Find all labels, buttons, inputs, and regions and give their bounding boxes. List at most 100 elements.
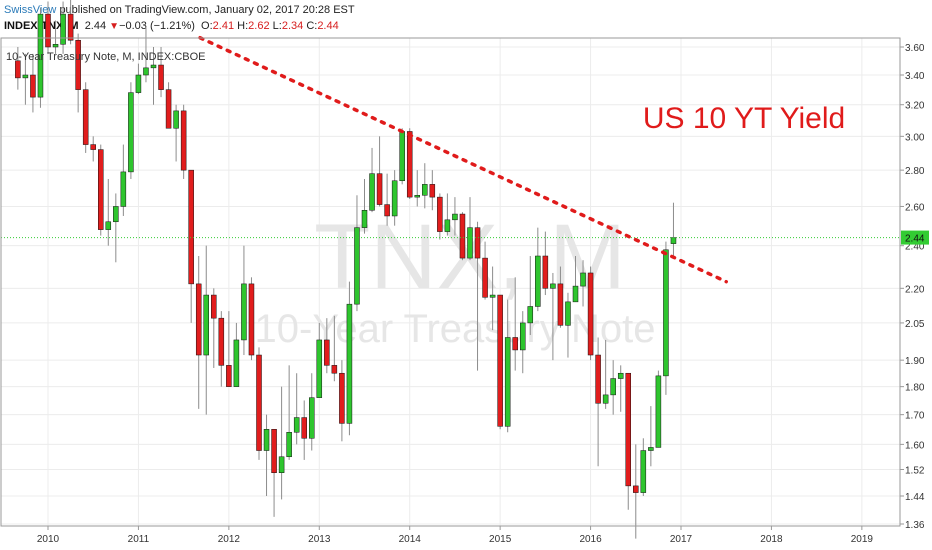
candle: [339, 360, 345, 442]
candle-body-up: [354, 227, 360, 305]
candle-body-down: [324, 339, 330, 366]
ohlc-legend: INDEX:TNX, M 2.44 ▼−0.03 (−1.21%) O:2.41…: [4, 19, 339, 33]
y-tick-label: 1.90: [905, 356, 925, 367]
watermark-name: 10-Year Treasury Note: [255, 307, 656, 351]
candle-body-up: [452, 213, 458, 221]
y-tick-label: 1.80: [905, 383, 925, 394]
candle-body-down: [459, 213, 466, 259]
candle: [376, 136, 383, 207]
candle: [474, 221, 481, 371]
candle-body-up: [346, 303, 353, 424]
candle-body-down: [82, 89, 89, 145]
candle: [293, 373, 300, 445]
price-axis: 3.60 3.40 3.20 3.00 2.80 2.60 2.40 2.20 2.05 1.90…: [900, 43, 929, 531]
open-value: 2.41: [212, 20, 235, 32]
candle-body-down: [376, 173, 383, 205]
publisher-line: SwissView published on TradingView.com, …: [4, 3, 355, 17]
candle: [429, 170, 436, 211]
grid-lines: [1, 38, 900, 526]
candle: [640, 438, 647, 496]
candle-body-down: [542, 255, 549, 289]
candle-body-up: [602, 394, 609, 404]
candle-body-down: [587, 272, 594, 356]
y-tick-label: 1.36: [905, 520, 925, 531]
candle: [150, 47, 157, 105]
candle-body-up: [391, 180, 398, 217]
candle: [610, 360, 616, 415]
candle: [512, 277, 518, 371]
candle-body-down: [384, 204, 390, 217]
candle-body-up: [520, 322, 526, 351]
candle: [195, 255, 202, 409]
candle-body-up: [399, 131, 405, 182]
candle-body-down: [595, 354, 601, 404]
candle-body-down: [75, 39, 81, 90]
candle: [203, 245, 209, 415]
chart-annotation: US 10 YT Yield: [643, 102, 845, 135]
candle: [37, 7, 44, 108]
author-link[interactable]: SwissView: [4, 4, 57, 16]
candle-body-down: [406, 131, 413, 198]
candle: [504, 299, 511, 433]
x-tick-label: 2014: [399, 534, 422, 545]
x-tick-label: 2017: [670, 534, 693, 545]
candle-body-down: [211, 294, 217, 319]
x-tick-label: 2011: [128, 534, 150, 545]
high-label: H:: [237, 20, 249, 32]
candle-body-up: [580, 272, 586, 287]
candle: [535, 227, 541, 312]
price-change: −0.03 (−1.21%): [119, 20, 195, 32]
candle-body-down: [512, 337, 518, 351]
candle-body-down: [429, 184, 436, 198]
candle: [572, 255, 579, 303]
candle: [248, 277, 255, 361]
candle-body-up: [173, 110, 179, 129]
candle: [45, 1, 51, 54]
candle-body-up: [504, 337, 511, 427]
candle-body-up: [113, 206, 119, 223]
candle: [241, 245, 247, 356]
candle-body-up: [143, 67, 149, 76]
candle-body-up: [60, 13, 66, 45]
candle-body-down: [45, 13, 51, 48]
candle-body-up: [203, 294, 209, 356]
candle: [263, 414, 270, 496]
last-price-badge-bg: [901, 230, 929, 245]
down-arrow-icon: ▼: [109, 21, 120, 32]
candle-body-up: [278, 456, 285, 473]
candle: [165, 82, 172, 129]
candle: [188, 169, 194, 323]
candle: [316, 322, 323, 398]
candle: [520, 311, 526, 374]
candle-body-down: [165, 89, 172, 129]
low-value: 2.34: [281, 20, 304, 32]
candle-body-up: [263, 429, 270, 451]
candle: [75, 33, 81, 113]
candle: [286, 365, 292, 460]
candle: [369, 147, 375, 213]
candle-body-up: [309, 397, 315, 439]
candle-body-down: [67, 13, 74, 41]
candle-body-down: [474, 227, 481, 259]
candle-body-up: [610, 378, 616, 396]
y-tick-label: 1.70: [905, 411, 925, 422]
candle-body-down: [180, 110, 187, 171]
candle: [384, 173, 390, 226]
x-tick-label: 2010: [37, 534, 60, 545]
close-value: 2.44: [317, 20, 339, 32]
candle-body-up: [572, 285, 579, 303]
candle: [625, 372, 631, 510]
candle: [120, 144, 127, 216]
candle: [30, 53, 36, 113]
candle-body-up: [135, 74, 142, 93]
candle: [617, 365, 624, 412]
candle: [406, 128, 413, 199]
candle-body-up: [369, 173, 375, 211]
candle-body-up: [617, 372, 624, 379]
x-tick-label: 2016: [579, 534, 602, 545]
y-tick-label: 2.05: [905, 319, 925, 330]
y-tick-label: 3.00: [905, 132, 925, 143]
candle-body-down: [625, 372, 631, 487]
candle-body-up: [663, 249, 669, 377]
